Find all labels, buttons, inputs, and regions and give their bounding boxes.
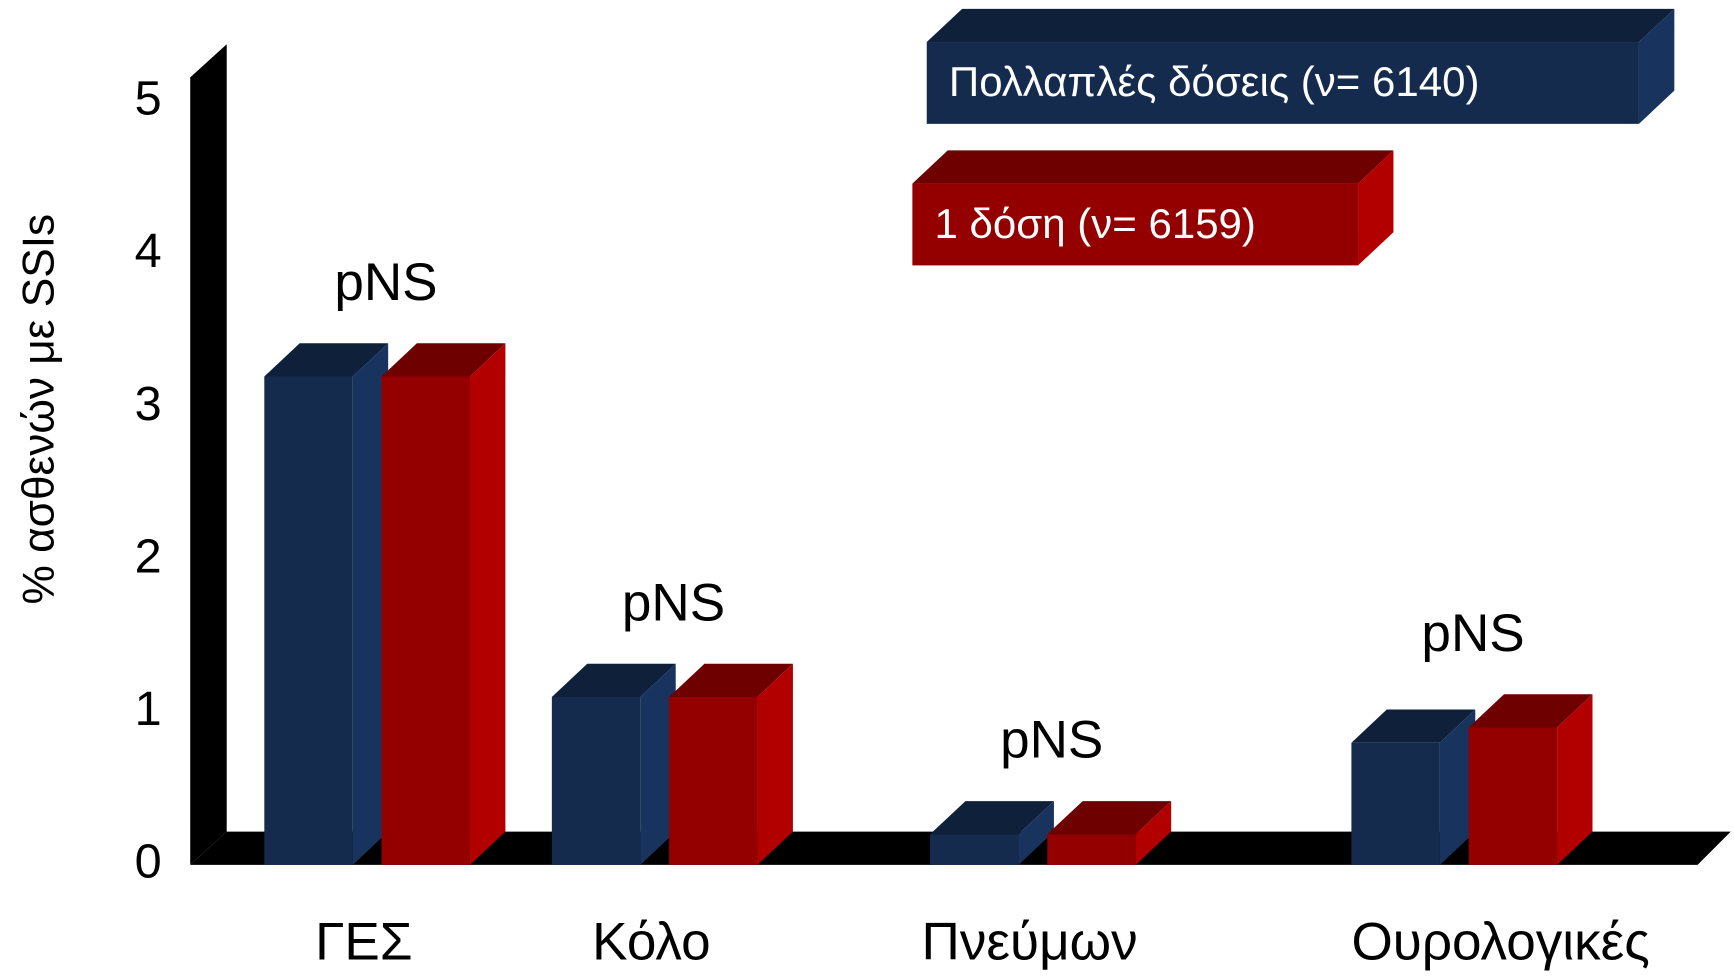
bar-side xyxy=(470,343,506,865)
y-axis-title: % ασθενών με SSIs xyxy=(15,214,64,605)
bar-front xyxy=(1047,834,1136,865)
bar-front xyxy=(930,834,1019,865)
bar-top xyxy=(381,343,506,377)
bar xyxy=(1468,694,1593,865)
y-tick-label: 5 xyxy=(135,72,162,126)
bar xyxy=(264,343,389,865)
x-tick-label: Ουρολογικές xyxy=(1352,913,1650,972)
x-tick-label: ΓΕΣ xyxy=(315,913,412,972)
y-tick-label: 2 xyxy=(135,529,162,583)
bar-side xyxy=(1018,801,1054,865)
bar-top xyxy=(1047,801,1172,835)
legend-swatch xyxy=(926,8,1675,124)
bar xyxy=(669,663,793,865)
x-tick-label: Πνεύμων xyxy=(922,913,1138,972)
legend-swatch-top xyxy=(926,8,1675,43)
annotation: pNS xyxy=(334,253,437,312)
bar xyxy=(1047,801,1172,865)
y-tick-label: 0 xyxy=(135,835,162,889)
y-tick-label: 4 xyxy=(135,224,162,278)
bar-top xyxy=(669,663,793,697)
bar-front xyxy=(669,696,758,865)
bar-front xyxy=(1351,742,1440,865)
bar-top xyxy=(1468,694,1593,728)
legend-swatch-side xyxy=(1358,150,1394,266)
bar-front xyxy=(381,376,471,865)
bar-side xyxy=(1439,709,1476,865)
bar-top xyxy=(264,343,389,377)
legend-swatch-front xyxy=(926,42,1639,124)
y-tick-label: 3 xyxy=(135,377,162,431)
bar-top xyxy=(930,801,1054,835)
bar-side xyxy=(1135,801,1172,865)
legend-swatch-side xyxy=(1638,8,1675,124)
legend-label: 1 δόση (ν= 6159) xyxy=(934,200,1255,247)
y-tick-label: 1 xyxy=(135,682,162,736)
bar-side xyxy=(1557,694,1593,865)
bar-front xyxy=(551,696,641,865)
x-tick-label: Κόλο xyxy=(592,913,711,972)
bar-side xyxy=(352,343,389,865)
legend-swatch-front xyxy=(912,183,1359,266)
annotation: pNS xyxy=(622,573,725,632)
plot: % ασθενών με SSIs 0 1 2 3 4 5 pNS ΓΕΣ pNS Κόλο pNS… xyxy=(15,8,1731,972)
bar xyxy=(1351,709,1476,865)
bar xyxy=(930,801,1054,865)
annotation: pNS xyxy=(1000,711,1103,770)
legend-swatch xyxy=(912,150,1394,266)
bar xyxy=(381,343,506,865)
bar xyxy=(551,663,676,865)
bar-top xyxy=(551,663,676,697)
bar-side xyxy=(640,663,676,865)
legend-swatch-top xyxy=(912,150,1394,184)
legend-label: Πολλαπλές δόσεις (ν= 6140) xyxy=(949,58,1480,105)
bar-front xyxy=(264,376,353,865)
bar-top xyxy=(1351,709,1476,743)
bar-front xyxy=(1468,727,1558,865)
back-wall xyxy=(190,44,227,865)
annotation: pNS xyxy=(1421,604,1524,663)
bar-side xyxy=(757,663,793,865)
